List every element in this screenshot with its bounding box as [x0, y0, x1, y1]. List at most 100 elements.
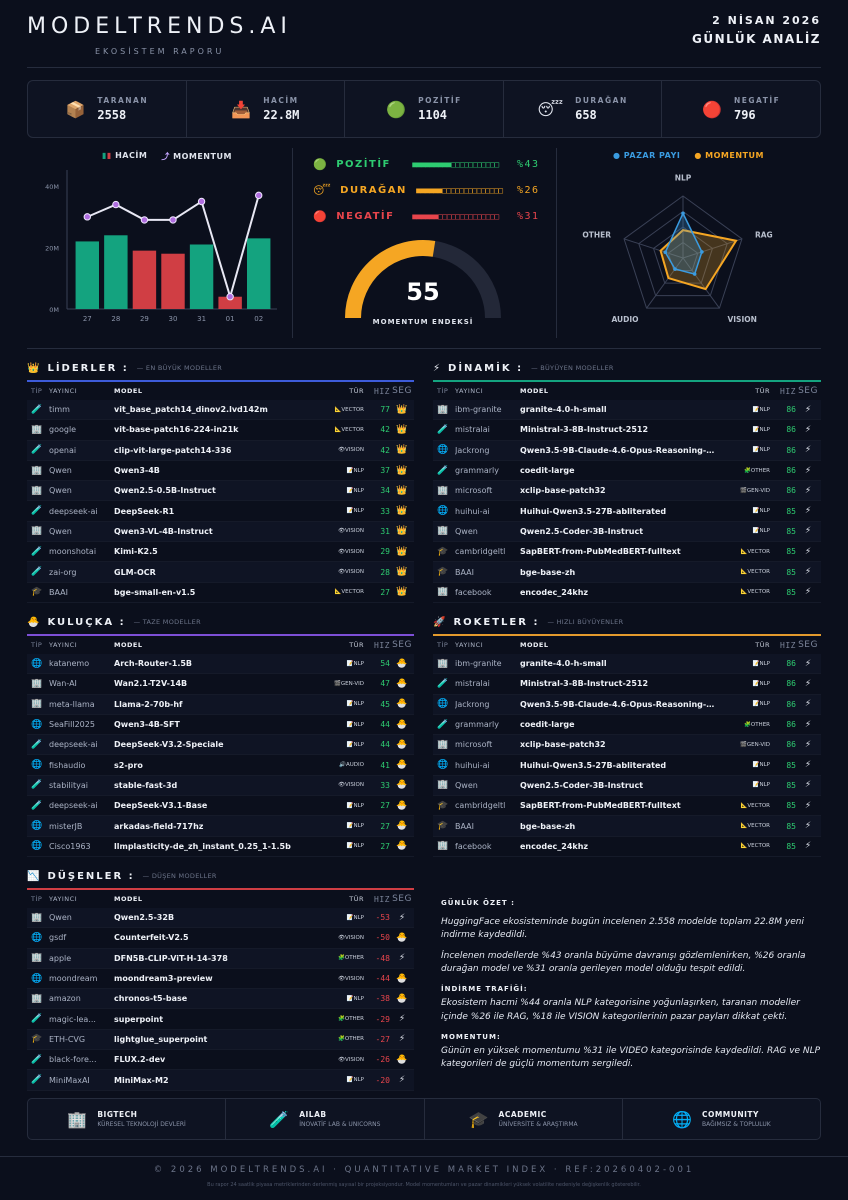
table-row[interactable]: 🏢 Wan-AI Wan2.1-T2V-14B 🎬GEN-VID 47 🐣 — [27, 674, 414, 695]
model-name[interactable]: DeepSeek-R1 — [114, 506, 175, 516]
model-name[interactable]: Ministral-3-8B-Instruct-2512 — [520, 425, 649, 435]
table-row[interactable]: 🏢 Qwen Qwen2.5-0.5B-Instruct 📝NLP 34 👑 — [27, 481, 414, 502]
model-name[interactable]: vit_base_patch14_dinov2.lvd142m — [114, 405, 268, 415]
table-row[interactable]: 🧪 zai-org GLM-OCR 👁VISION 28 👑 — [27, 562, 414, 583]
table-row[interactable]: 🧪 black-fore... FLUX.2-dev 👁VISION -26 🐣 — [27, 1050, 414, 1071]
model-name[interactable]: vit-base-patch16-224-in21k — [114, 425, 239, 435]
model-name[interactable]: moondream3-preview — [114, 974, 213, 984]
table-row[interactable]: 🏢 meta-llama Llama-2-70b-hf 📝NLP 45 🐣 — [27, 694, 414, 715]
model-name[interactable]: superpoint — [114, 1014, 164, 1024]
model-name[interactable]: Ministral-3-8B-Instruct-2512 — [520, 679, 649, 689]
model-name[interactable]: Qwen3-VL-4B-Instruct — [114, 526, 213, 536]
table-row[interactable]: 🧪 grammarly coedit-large 🧩OTHER 86 ⚡ — [433, 715, 821, 736]
model-name[interactable]: granite-4.0-h-small — [520, 405, 607, 415]
table-row[interactable]: 🎓 cambridgeltl SapBERT-from-PubMedBERT-ful… — [433, 542, 821, 563]
table-row[interactable]: 🏢 apple DFN5B-CLIP-ViT-H-14-378 🧩OTHER -48 ⚡ — [27, 948, 414, 969]
table-row[interactable]: 🌐 SeaFill2025 Qwen3-4B-SFT 📝NLP 44 🐣 — [27, 715, 414, 736]
table-row[interactable]: 🌐 huihui-ai Huihui-Qwen3.5-27B-abliterated… — [433, 501, 821, 522]
model-name[interactable]: encodec_24khz — [520, 587, 589, 597]
table-row[interactable]: 🏢 microsoft xclip-base-patch32 🎬GEN-VID 86 ⚡ — [433, 735, 821, 756]
model-name[interactable]: SapBERT-from-PubMedBERT-fulltext — [520, 547, 681, 557]
table-row[interactable]: 🏢 Qwen Qwen3-VL-4B-Instruct 👁VISION 31 👑 — [27, 521, 414, 543]
table-title: 🚀 ROKETLER : — HIZLI BÜYÜYENLER — [433, 614, 821, 630]
table-row[interactable]: 🎓 BAAI bge-small-en-v1.5 📐VECTOR 27 👑 — [27, 583, 414, 603]
model-name[interactable]: encodec_24khz — [520, 841, 589, 851]
table-row[interactable]: 🧪 deepseek-ai DeepSeek-V3.1-Base 📝NLP 27 🐣 — [27, 796, 414, 817]
model-name[interactable]: GLM-OCR — [114, 567, 156, 577]
model-name[interactable]: DFN5B-CLIP-ViT-H-14-378 — [114, 953, 228, 963]
model-name[interactable]: coedit-large — [520, 466, 575, 476]
model-name[interactable]: DeepSeek-V3.2-Speciale — [114, 740, 224, 750]
model-name[interactable]: coedit-large — [520, 720, 575, 730]
model-name[interactable]: Qwen3-4B — [114, 466, 160, 476]
table-row[interactable]: 🌐 moondream moondream3-preview 👁VISION -44 🐣 — [27, 969, 414, 990]
model-name[interactable]: Huihui-Qwen3.5-27B-abliterated — [520, 506, 667, 516]
table-row[interactable]: 🏢 Qwen Qwen2.5-Coder-3B-Instruct 📝NLP 85 ⚡ — [433, 521, 821, 543]
model-name[interactable]: stable-fast-3d — [114, 780, 178, 790]
table-row[interactable]: 🧪 mistralai Ministral-3-8B-Instruct-2512 📝N… — [433, 420, 821, 441]
model-name[interactable]: Qwen3.5-9B-Claude-4.6-Opus-Reasoning-Dis… — [520, 445, 718, 455]
table-row[interactable]: 🌐 fishaudio s2-pro 🔊AUDIO 41 🐣 — [27, 755, 414, 776]
model-name[interactable]: Kimi-K2.5 — [114, 547, 158, 557]
model-name[interactable]: Llama-2-70b-hf — [114, 699, 183, 709]
model-name[interactable]: s2-pro — [114, 760, 143, 770]
table-row[interactable]: 🌐 misterJB arkadas-field-717hz 📝NLP 27 🐣 — [27, 816, 414, 837]
model-name[interactable]: bge-base-zh — [520, 821, 576, 831]
model-name[interactable]: FLUX.2-dev — [114, 1055, 166, 1065]
model-name[interactable]: arkadas-field-717hz — [114, 821, 204, 831]
model-name[interactable]: bge-base-zh — [520, 567, 576, 577]
table-row[interactable]: 🏢 microsoft xclip-base-patch32 🎬GEN-VID 86 ⚡ — [433, 481, 821, 502]
model-name[interactable]: Qwen2.5-32B — [114, 913, 175, 923]
model-name[interactable]: Qwen2.5-0.5B-Instruct — [114, 486, 216, 496]
model-name[interactable]: DeepSeek-V3.1-Base — [114, 801, 208, 811]
model-name[interactable]: Qwen3-4B-SFT — [114, 720, 180, 730]
table-row[interactable]: 🏢 Qwen Qwen2.5-32B 📝NLP -53 ⚡ — [27, 908, 414, 929]
table-row[interactable]: 🌐 katanemo Arch-Router-1.5B 📝NLP 54 🐣 — [27, 654, 414, 675]
table-row[interactable]: 🌐 gsdf Counterfeit-V2.5 👁VISION -50 🐣 — [27, 928, 414, 949]
table-row[interactable]: 🌐 Jackrong Qwen3.5-9B-Claude-4.6-Opus-Reas… — [433, 694, 821, 715]
model-name[interactable]: clip-vit-large-patch14-336 — [114, 445, 232, 455]
model-name[interactable]: Huihui-Qwen3.5-27B-abliterated — [520, 760, 667, 770]
model-name[interactable]: xclip-base-patch32 — [520, 740, 606, 750]
table-row[interactable]: 🧪 grammarly coedit-large 🧩OTHER 86 ⚡ — [433, 461, 821, 482]
model-name[interactable]: bge-small-en-v1.5 — [114, 587, 196, 597]
table-row[interactable]: 🧪 moonshotai Kimi-K2.5 👁VISION 29 👑 — [27, 542, 414, 563]
table-row[interactable]: 🌐 Cisco1963 llmplasticity-de_zh_instant_0.… — [27, 837, 414, 857]
table-row[interactable]: 🏢 facebook encodec_24khz 📐VECTOR 85 ⚡ — [433, 583, 821, 603]
table-row[interactable]: 🧪 deepseek-ai DeepSeek-R1 📝NLP 33 👑 — [27, 501, 414, 522]
model-name[interactable]: Qwen2.5-Coder-3B-Instruct — [520, 526, 644, 536]
table-row[interactable]: 🎓 BAAI bge-base-zh 📐VECTOR 85 ⚡ — [433, 816, 821, 837]
table-row[interactable]: 🎓 ETH-CVG lightglue_superpoint 🧩OTHER -27 ⚡ — [27, 1029, 414, 1051]
table-row[interactable]: 🏢 amazon chronos-t5-base 📝NLP -38 🐣 — [27, 989, 414, 1010]
model-name[interactable]: Wan2.1-T2V-14B — [114, 679, 188, 689]
table-row[interactable]: 🎓 BAAI bge-base-zh 📐VECTOR 85 ⚡ — [433, 562, 821, 583]
model-name[interactable]: llmplasticity-de_zh_instant_0.25_1-1.5b — [114, 841, 291, 851]
model-name[interactable]: lightglue_superpoint — [114, 1034, 208, 1044]
table-row[interactable]: 🧪 deepseek-ai DeepSeek-V3.2-Speciale 📝NLP 44… — [27, 735, 414, 756]
model-name[interactable]: Qwen3.5-9B-Claude-4.6-Opus-Reasoning-Dis… — [520, 699, 718, 709]
model-name[interactable]: chronos-t5-base — [114, 994, 188, 1004]
table-row[interactable]: 🎓 cambridgeltl SapBERT-from-PubMedBERT-ful… — [433, 796, 821, 817]
model-name[interactable]: MiniMax-M2 — [114, 1075, 169, 1085]
table-body: 🏢 Qwen Qwen2.5-32B 📝NLP -53 ⚡ 🌐 gsdf Counterfeit… — [27, 908, 414, 1091]
table-row[interactable]: 🧪 mistralai Ministral-3-8B-Instruct-2512 📝N… — [433, 674, 821, 695]
table-row[interactable]: 🏢 google vit-base-patch16-224-in21k 📐VECTOR… — [27, 420, 414, 441]
model-name[interactable]: Qwen2.5-Coder-3B-Instruct — [520, 780, 644, 790]
model-name[interactable]: Counterfeit-V2.5 — [114, 933, 189, 943]
table-row[interactable]: 🧪 openai clip-vit-large-patch14-336 👁VISION… — [27, 440, 414, 461]
table-row[interactable]: 🧪 MiniMaxAI MiniMax-M2 📝NLP -20 ⚡ — [27, 1070, 414, 1091]
table-row[interactable]: 🏢 ibm-granite granite-4.0-h-small 📝NLP 86 ⚡ — [433, 400, 821, 421]
table-row[interactable]: 🧪 stabilityai stable-fast-3d 👁VISION 33 🐣 — [27, 775, 414, 797]
table-row[interactable]: 🧪 timm vit_base_patch14_dinov2.lvd142m 📐VEC… — [27, 400, 414, 421]
model-name[interactable]: granite-4.0-h-small — [520, 659, 607, 669]
table-row[interactable]: 🌐 Jackrong Qwen3.5-9B-Claude-4.6-Opus-Reas… — [433, 440, 821, 461]
table-row[interactable]: 🏢 ibm-granite granite-4.0-h-small 📝NLP 86 ⚡ — [433, 654, 821, 675]
table-row[interactable]: 🏢 Qwen Qwen2.5-Coder-3B-Instruct 📝NLP 85 ⚡ — [433, 775, 821, 797]
model-name[interactable]: SapBERT-from-PubMedBERT-fulltext — [520, 801, 681, 811]
model-name[interactable]: xclip-base-patch32 — [520, 486, 606, 496]
model-name[interactable]: Arch-Router-1.5B — [114, 659, 193, 669]
table-row[interactable]: 🌐 huihui-ai Huihui-Qwen3.5-27B-abliterated… — [433, 755, 821, 776]
table-row[interactable]: 🏢 Qwen Qwen3-4B 📝NLP 37 👑 — [27, 461, 414, 482]
table-row[interactable]: 🏢 facebook encodec_24khz 📐VECTOR 85 ⚡ — [433, 837, 821, 857]
table-row[interactable]: 🧪 magic-lea... superpoint 🧩OTHER -29 ⚡ — [27, 1009, 414, 1030]
